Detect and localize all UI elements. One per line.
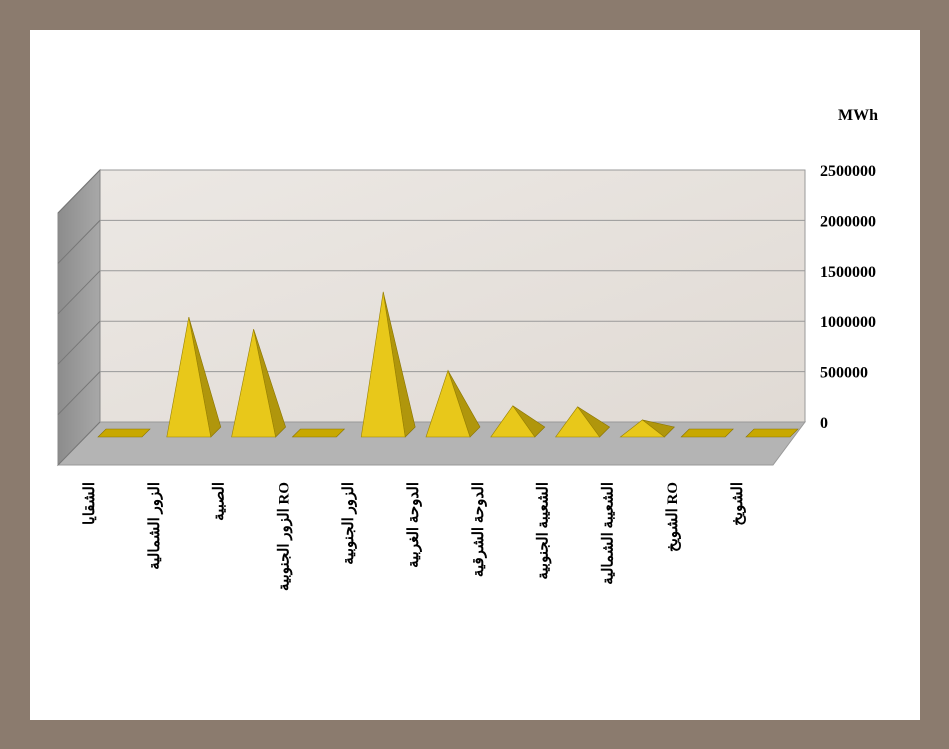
x-tick-label: الشويخ	[730, 482, 746, 526]
pyramid-front	[619, 419, 666, 438]
pyramid	[745, 428, 799, 438]
x-tick-label: الشعيبة الشمالية	[600, 482, 616, 585]
x-tick-label: الشقايا	[82, 482, 98, 525]
pyramid	[425, 369, 481, 438]
y-tick-label: 500000	[820, 365, 868, 382]
pyramid	[360, 291, 416, 438]
x-tick-label: الزور الجنوبية RO	[276, 482, 292, 591]
pyramid-front	[231, 329, 276, 438]
pyramid	[619, 419, 675, 438]
x-tick-label: الزور الشمالية	[147, 482, 163, 570]
pyramid	[291, 428, 346, 438]
y-axis-label: MWh	[838, 107, 878, 124]
pyramid-front	[425, 369, 471, 438]
pyramid	[97, 428, 151, 438]
pyramid-front	[360, 291, 406, 438]
grid-line	[57, 169, 101, 214]
grid-line	[57, 270, 101, 315]
x-tick-label: الشعيبة الجنوبية	[536, 482, 552, 580]
x-tick-label: الشويخ RO	[665, 482, 681, 552]
grid-line	[57, 220, 101, 264]
pyramid-front	[555, 406, 601, 438]
pyramid	[490, 405, 546, 438]
y-tick-label: 0	[820, 415, 828, 432]
side-wall	[57, 168, 101, 467]
grid-line	[57, 320, 101, 365]
y-tick-label: 2000000	[820, 213, 876, 230]
grid-line	[57, 371, 101, 415]
pyramid	[231, 329, 286, 438]
pyramid	[680, 428, 734, 438]
pyramid-front	[490, 405, 536, 438]
pyramid	[166, 316, 222, 438]
pyramid-front	[166, 317, 212, 438]
y-tick-label: 2500000	[820, 163, 876, 180]
x-tick-label: الزور الجنوبية	[341, 482, 357, 565]
x-tick-label: الصبية	[212, 482, 228, 521]
y-tick-label: 1000000	[820, 314, 876, 331]
pyramid	[555, 406, 611, 438]
x-tick-label: الدوحة الغربية	[406, 482, 422, 568]
y-tick-label: 1500000	[820, 264, 876, 281]
x-tick-label: الدوحة الشرقية	[471, 482, 487, 577]
grid-line	[57, 421, 101, 466]
